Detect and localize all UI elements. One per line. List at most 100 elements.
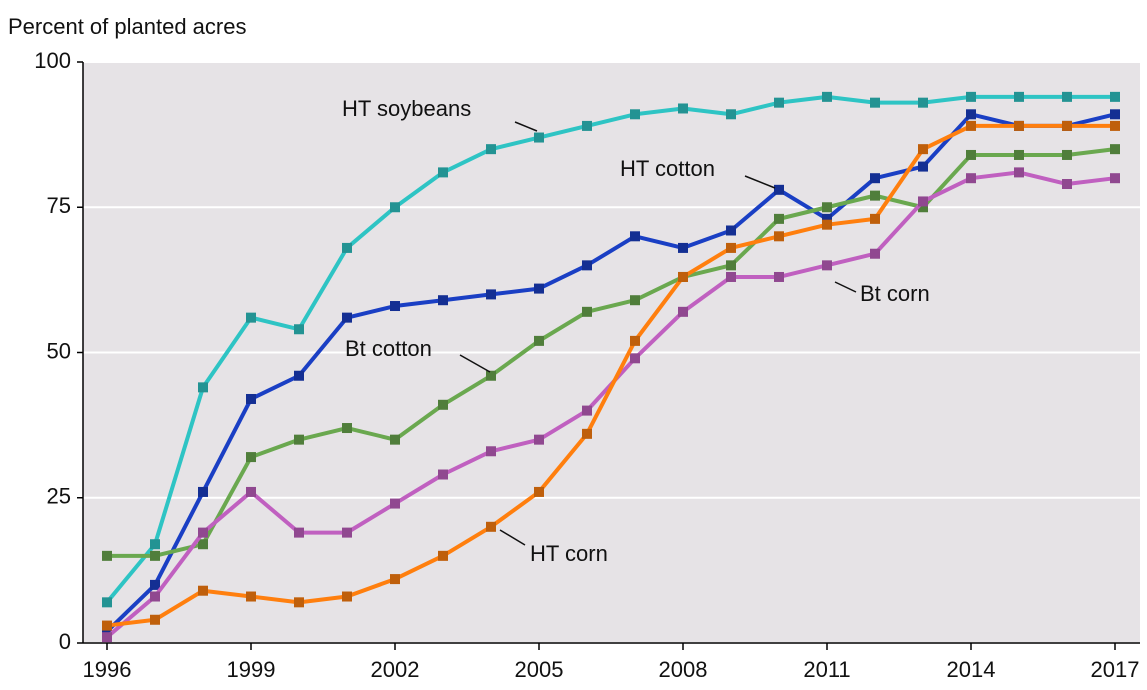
point-marker xyxy=(1014,167,1024,178)
series-annotation: Bt cotton xyxy=(345,336,432,361)
x-tick-label: 2017 xyxy=(1091,657,1140,682)
annotation-leader xyxy=(744,175,776,189)
point-marker xyxy=(822,202,832,213)
point-marker xyxy=(1014,120,1024,131)
point-marker xyxy=(1014,91,1024,102)
point-marker xyxy=(870,213,880,224)
point-marker xyxy=(534,335,544,346)
point-marker xyxy=(438,550,448,561)
point-marker xyxy=(726,260,736,271)
x-tick-label: 1996 xyxy=(83,657,132,682)
point-marker xyxy=(678,242,688,253)
annotation-leader xyxy=(459,354,491,373)
annotation-leader xyxy=(834,281,857,293)
point-marker xyxy=(870,97,880,108)
point-marker xyxy=(678,103,688,114)
point-marker xyxy=(150,550,160,561)
point-marker xyxy=(774,184,784,195)
point-marker xyxy=(726,225,736,236)
point-marker xyxy=(534,132,544,143)
point-marker xyxy=(486,521,496,532)
point-marker xyxy=(390,301,400,312)
y-tick-label: 75 xyxy=(47,193,71,218)
point-marker xyxy=(150,539,160,550)
point-marker xyxy=(1110,120,1120,131)
series-line xyxy=(106,123,1115,628)
point-marker xyxy=(726,109,736,120)
point-marker xyxy=(246,591,256,602)
point-marker xyxy=(630,295,640,306)
point-marker xyxy=(438,167,448,178)
point-marker xyxy=(438,469,448,480)
point-marker xyxy=(150,614,160,625)
point-marker xyxy=(438,399,448,410)
point-marker xyxy=(294,597,304,608)
point-marker xyxy=(582,405,592,416)
annotation-leader xyxy=(514,121,538,132)
point-marker xyxy=(198,382,208,393)
point-marker xyxy=(534,434,544,445)
point-marker xyxy=(822,213,832,224)
point-marker xyxy=(774,231,784,242)
point-marker xyxy=(294,434,304,445)
point-marker xyxy=(966,109,976,120)
point-marker xyxy=(678,271,688,282)
series-line xyxy=(107,147,1116,558)
point-marker xyxy=(918,97,928,108)
point-marker xyxy=(294,324,304,335)
series-line xyxy=(105,94,1115,604)
y-tick-label: 25 xyxy=(47,484,71,509)
series-annotation: Bt corn xyxy=(860,281,930,306)
point-marker xyxy=(966,91,976,102)
point-marker xyxy=(918,161,928,172)
point-marker xyxy=(582,428,592,439)
point-marker xyxy=(582,306,592,317)
point-marker xyxy=(342,312,352,323)
point-marker xyxy=(486,370,496,381)
point-marker xyxy=(198,539,208,550)
point-marker xyxy=(822,91,832,102)
point-marker xyxy=(966,173,976,184)
point-marker xyxy=(486,446,496,457)
series-annotation: HT soybeans xyxy=(342,96,471,121)
point-marker xyxy=(582,260,592,271)
point-marker xyxy=(534,486,544,497)
y-tick-label: 0 xyxy=(59,629,71,654)
point-marker xyxy=(342,423,352,434)
point-marker xyxy=(822,219,832,230)
point-marker xyxy=(390,434,400,445)
point-marker xyxy=(1110,91,1120,102)
point-marker xyxy=(630,231,640,242)
series-annotation: HT corn xyxy=(530,541,608,566)
point-marker xyxy=(342,527,352,538)
point-marker xyxy=(342,591,352,602)
point-marker xyxy=(726,271,736,282)
point-marker xyxy=(246,486,256,497)
point-marker xyxy=(774,97,784,108)
point-marker xyxy=(102,597,112,608)
point-marker xyxy=(246,452,256,463)
point-marker xyxy=(678,306,688,317)
y-tick-label: 100 xyxy=(34,48,71,73)
y-tick-label: 50 xyxy=(47,338,71,363)
point-marker xyxy=(630,109,640,120)
point-marker xyxy=(294,527,304,538)
point-marker xyxy=(774,271,784,282)
point-marker xyxy=(1110,173,1120,184)
point-marker xyxy=(630,335,640,346)
point-marker xyxy=(390,202,400,213)
point-marker xyxy=(534,283,544,294)
series-annotation: HT cotton xyxy=(620,156,715,181)
point-marker xyxy=(966,120,976,131)
point-marker xyxy=(918,196,928,207)
point-marker xyxy=(438,295,448,306)
point-marker xyxy=(870,173,880,184)
point-marker xyxy=(342,242,352,253)
point-marker xyxy=(390,498,400,509)
point-marker xyxy=(1062,149,1072,160)
point-marker xyxy=(1110,109,1120,120)
point-marker xyxy=(1062,120,1072,131)
y-axis-label: Percent of planted acres xyxy=(8,14,246,39)
x-tick-label: 2011 xyxy=(803,657,850,682)
